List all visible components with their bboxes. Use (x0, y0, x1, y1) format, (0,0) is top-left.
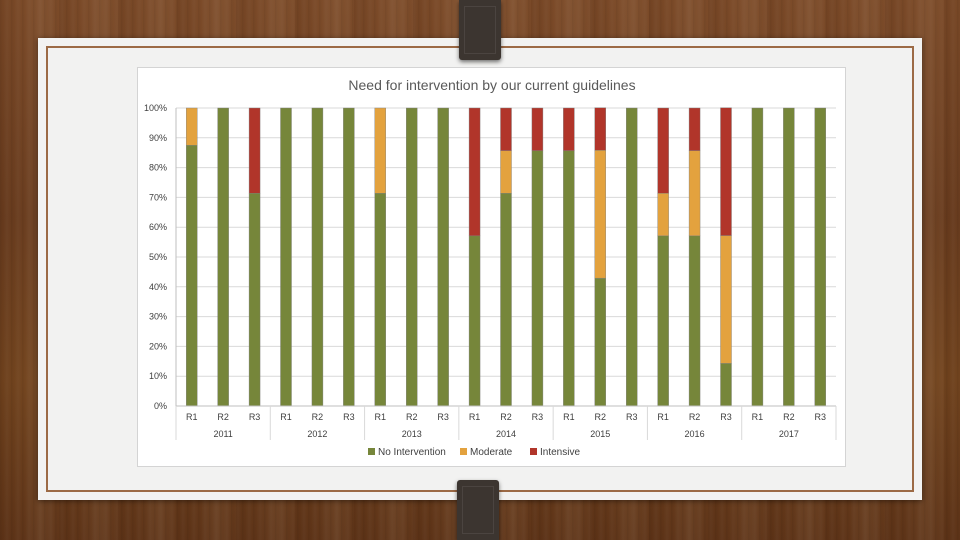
bar-segment-intensive (531, 107, 544, 151)
bar-segment-no-intervention (563, 150, 575, 407)
legend-swatch (530, 448, 537, 455)
y-tick-label: 80% (149, 163, 167, 173)
x-tick-label: R1 (563, 412, 575, 422)
x-group-label: 2012 (307, 429, 327, 439)
bar-segment-moderate (186, 107, 198, 146)
legend-label: Intensive (540, 447, 580, 458)
y-tick-label: 30% (149, 312, 167, 322)
x-tick-label: R3 (437, 412, 449, 422)
x-tick-label: R3 (626, 412, 638, 422)
bar-segment-intensive (563, 107, 575, 151)
bar-segment-no-intervention (217, 107, 229, 407)
x-tick-label: R2 (783, 412, 795, 422)
binder-clip-top (459, 0, 501, 60)
legend-label: Moderate (470, 447, 513, 458)
x-group-label: 2017 (779, 429, 799, 439)
y-tick-label: 90% (149, 133, 167, 143)
legend-label: No Intervention (378, 447, 446, 458)
bar-segment-no-intervention (531, 150, 544, 407)
x-tick-label: R3 (343, 412, 355, 422)
bar-segment-no-intervention (594, 277, 606, 407)
chart-title: Need for intervention by our current gui… (348, 77, 635, 93)
bar-segment-moderate (500, 150, 512, 194)
bar-segment-moderate (720, 235, 732, 364)
bar-segment-no-intervention (720, 363, 732, 407)
binder-clip-bottom (457, 480, 499, 540)
bar-segment-no-intervention (406, 107, 418, 407)
x-group-label: 2016 (685, 429, 705, 439)
y-tick-label: 40% (149, 282, 167, 292)
bar-segment-moderate (594, 150, 606, 279)
bar-segment-intensive (688, 107, 701, 151)
bar-segment-no-intervention (280, 107, 292, 407)
bar-segment-intensive (594, 107, 606, 151)
bar-segment-no-intervention (688, 235, 701, 407)
bar-segment-intensive (657, 107, 669, 194)
bar-segment-intensive (248, 107, 261, 194)
x-tick-label: R2 (312, 412, 324, 422)
x-tick-label: R1 (657, 412, 669, 422)
x-tick-label: R2 (406, 412, 418, 422)
x-tick-label: R1 (469, 412, 481, 422)
bar-segment-intensive (500, 107, 512, 151)
x-tick-label: R3 (720, 412, 732, 422)
bar-segment-no-intervention (783, 107, 795, 407)
legend-swatch (460, 448, 467, 455)
x-group-label: 2013 (402, 429, 422, 439)
x-tick-label: R1 (186, 412, 198, 422)
x-tick-label: R3 (532, 412, 544, 422)
bar-segment-intensive (468, 107, 481, 237)
bar-segment-no-intervention (500, 193, 512, 407)
bar-segment-no-intervention (626, 107, 638, 407)
x-tick-label: R1 (752, 412, 764, 422)
bar-segment-intensive (720, 107, 732, 236)
y-tick-label: 20% (149, 341, 167, 351)
x-group-label: 2011 (213, 429, 232, 439)
bar-segment-no-intervention (311, 107, 324, 407)
x-tick-label: R2 (595, 412, 607, 422)
bar-segment-no-intervention (437, 107, 449, 407)
bar-segment-no-intervention (657, 235, 669, 407)
bar-segment-no-intervention (814, 107, 826, 407)
bar-segment-no-intervention (374, 193, 386, 407)
bar-segment-no-intervention (248, 193, 261, 407)
y-tick-label: 50% (149, 252, 167, 262)
legend-swatch (368, 448, 375, 455)
chart-container: Need for intervention by our current gui… (137, 67, 846, 467)
x-tick-label: R3 (249, 412, 261, 422)
y-tick-label: 10% (149, 371, 167, 381)
x-tick-label: R3 (815, 412, 827, 422)
bar-segment-moderate (657, 193, 669, 237)
x-tick-label: R1 (375, 412, 387, 422)
y-tick-label: 60% (149, 222, 167, 232)
y-tick-label: 70% (149, 192, 167, 202)
stacked-bar-chart: Need for intervention by our current gui… (144, 77, 837, 458)
bar-segment-no-intervention (751, 107, 764, 407)
bar-segment-moderate (688, 150, 701, 237)
x-tick-label: R2 (217, 412, 229, 422)
bar-segment-no-intervention (186, 145, 198, 407)
x-group-label: 2015 (590, 429, 610, 439)
x-tick-label: R1 (280, 412, 292, 422)
bar-segment-moderate (374, 107, 386, 194)
y-tick-label: 0% (154, 401, 167, 411)
x-tick-label: R2 (500, 412, 512, 422)
bar-segment-no-intervention (468, 235, 481, 407)
x-group-label: 2014 (496, 429, 516, 439)
x-tick-label: R2 (689, 412, 701, 422)
y-tick-label: 100% (144, 103, 167, 113)
bar-segment-no-intervention (343, 107, 355, 407)
